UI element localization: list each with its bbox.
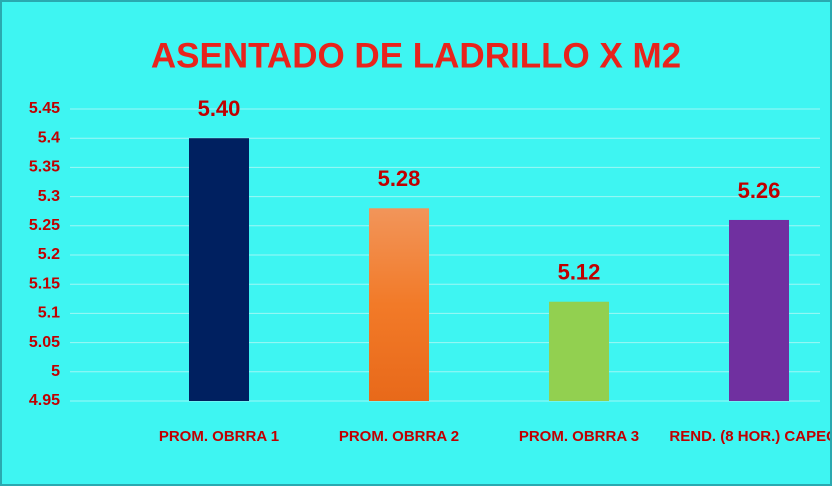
bar [189,138,249,401]
data-label: 5.40 [198,96,241,121]
y-tick-label: 5.1 [38,305,60,322]
data-label: 5.12 [558,260,601,285]
y-tick-label: 5 [51,363,60,380]
y-tick-label: 5.3 [38,188,60,205]
y-tick-label: 5.25 [29,217,60,234]
y-tick-label: 5.05 [29,334,60,351]
y-tick-label: 4.95 [29,392,60,409]
y-tick-label: 5.45 [29,100,60,117]
y-tick-label: 5.15 [29,275,60,292]
y-tick-label: 5.35 [29,159,60,176]
chart-title: ASENTADO DE LADRILLO X M2 [151,36,681,75]
x-tick-label: PROM. OBRRA 1 [158,428,280,445]
bar [549,301,609,401]
bar [729,219,789,401]
y-tick-label: 5.2 [38,246,60,263]
bar [369,208,429,401]
y-tick-label: 5.4 [38,129,60,146]
data-label: 5.26 [738,178,781,203]
data-label: 5.28 [378,166,421,191]
x-tick-label: PROM. OBRRA 3 [518,428,640,445]
x-tick-label: PROM. OBRRA 2 [338,428,460,445]
x-tick-label: REND. (8 HOR.) CAPECO [669,428,832,445]
